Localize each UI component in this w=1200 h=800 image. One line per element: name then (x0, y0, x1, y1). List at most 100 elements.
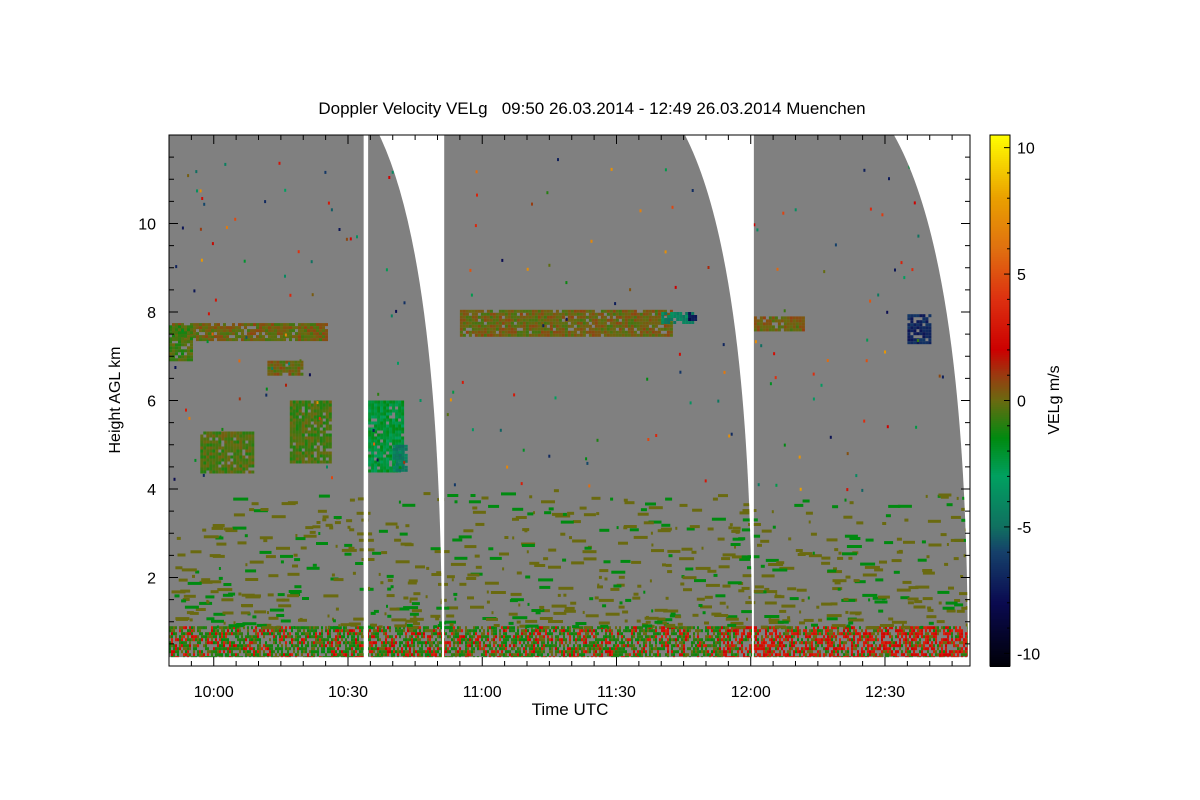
velocity-cell (275, 647, 277, 651)
velocity-cell (473, 629, 475, 633)
velocity-cell (253, 332, 256, 336)
velocity-cell (916, 332, 920, 336)
velocity-cell (669, 638, 671, 642)
velocity-cell (591, 656, 593, 658)
velocity-cell (549, 632, 551, 636)
velocity-cell (504, 315, 508, 319)
velocity-cell (392, 406, 396, 410)
velocity-cell (218, 434, 222, 438)
velocity-cell (792, 322, 796, 326)
velocity-cell (765, 653, 767, 657)
velocity-cell (398, 400, 402, 404)
velocity-cell (910, 335, 914, 339)
velocity-cell (205, 326, 208, 330)
velocity-cell (893, 644, 895, 648)
velocity-cell (899, 629, 901, 633)
velocity-cell (291, 626, 293, 630)
velocity-cell (368, 415, 372, 419)
velocity-cell (669, 327, 673, 331)
velocity-cell (677, 626, 679, 630)
velocity-cell (325, 329, 328, 333)
velocity-cell (293, 644, 295, 648)
velocity-cell (498, 327, 502, 331)
velocity-cell (304, 460, 308, 464)
velocity-cell (813, 635, 815, 639)
velocity-cell (551, 653, 553, 657)
velocity-cell (183, 656, 185, 658)
velocity-cell (247, 626, 249, 630)
velocity-cell (353, 632, 355, 636)
velocity-cell (543, 318, 547, 322)
velocity-cell (457, 626, 459, 630)
velocity-cell (573, 650, 575, 654)
velocity-cell (187, 650, 189, 654)
velocity-cell (328, 442, 332, 446)
velocity-cell (230, 467, 234, 471)
velocity-cell (207, 647, 209, 651)
velocity-cell (215, 635, 217, 639)
velocity-cell (471, 647, 473, 651)
velocity-cell (310, 445, 314, 449)
velocity-cell (797, 656, 799, 658)
velocity-cell (577, 647, 579, 651)
velocity-cell (235, 338, 238, 342)
velocity-cell (462, 315, 466, 319)
velocity-cell (380, 454, 384, 458)
velocity-cell (387, 626, 389, 630)
velocity-cell (459, 333, 463, 337)
velocity-cell (481, 632, 483, 636)
velocity-cell (609, 318, 613, 322)
velocity-cell (200, 440, 204, 444)
velocity-cell (322, 427, 326, 431)
velocity-cell (230, 431, 234, 435)
velocity-cell (316, 436, 320, 440)
velocity-cell (627, 644, 629, 648)
velocity-cell (304, 329, 307, 333)
velocity-cell (504, 330, 508, 334)
velocity-cell (583, 653, 585, 657)
velocity-cell (233, 431, 237, 435)
velocity-cell (235, 329, 238, 333)
velocity-cell (185, 647, 187, 651)
velocity-cell (735, 632, 737, 636)
velocity-cell (374, 424, 378, 428)
velocity-cell (221, 632, 223, 636)
velocity-cell (301, 424, 305, 428)
velocity-cell (762, 322, 766, 326)
velocity-cell (523, 638, 525, 642)
velocity-cell (175, 352, 178, 356)
velocity-cell (439, 632, 441, 636)
velocity-cell (576, 327, 580, 331)
velocity-cell (811, 632, 813, 636)
velocity-cell (651, 647, 653, 651)
velocity-cell (627, 315, 631, 319)
velocity-cell (389, 433, 393, 437)
velocity-cell (645, 309, 649, 313)
velocity-cell (205, 656, 207, 658)
velocity-cell (859, 635, 861, 639)
velocity-cell (379, 629, 381, 633)
velocity-cell (795, 629, 797, 633)
velocity-cell (459, 635, 461, 639)
velocity-cell (189, 632, 191, 636)
velocity-cell (673, 315, 677, 318)
velocity-cell (541, 635, 543, 639)
velocity-cell (269, 650, 271, 654)
velocity-cell (185, 653, 187, 657)
velocity-cell (223, 644, 225, 648)
velocity-cell (399, 641, 401, 645)
velocity-cell (377, 638, 379, 642)
velocity-cell (245, 650, 247, 654)
velocity-cell (262, 335, 265, 339)
velocity-cell (774, 328, 778, 332)
velocity-cell (239, 641, 241, 645)
velocity-cell (851, 653, 853, 657)
velocity-cell (178, 334, 181, 338)
velocity-cell (679, 632, 681, 636)
velocity-cell (933, 644, 935, 648)
velocity-cell (322, 442, 326, 446)
velocity-cell (498, 330, 502, 334)
velocity-cell (633, 315, 637, 319)
velocity-cell (298, 451, 302, 455)
velocity-cell (785, 644, 787, 648)
